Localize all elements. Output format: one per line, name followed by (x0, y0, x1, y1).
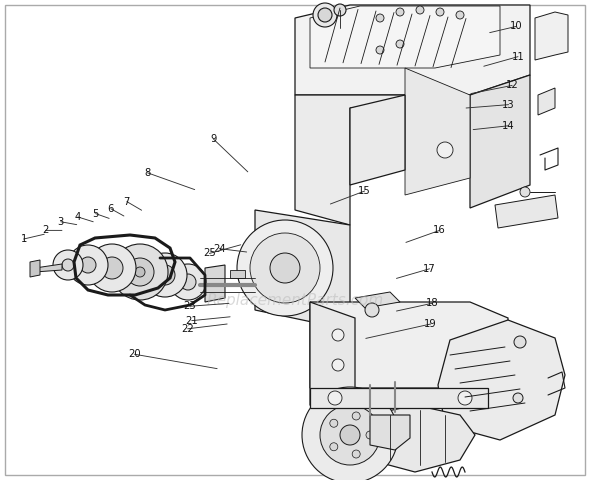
Polygon shape (30, 260, 40, 277)
Circle shape (376, 46, 384, 54)
Circle shape (330, 419, 338, 427)
Polygon shape (438, 320, 565, 440)
Circle shape (332, 329, 344, 341)
Polygon shape (35, 264, 62, 272)
Text: 12: 12 (506, 81, 519, 90)
Circle shape (365, 415, 375, 425)
Text: 9: 9 (211, 134, 217, 144)
Polygon shape (538, 88, 555, 115)
Text: 14: 14 (502, 121, 515, 131)
Polygon shape (355, 292, 400, 308)
Polygon shape (495, 195, 558, 228)
Circle shape (170, 264, 206, 300)
Polygon shape (205, 265, 225, 302)
Polygon shape (255, 210, 350, 330)
Text: 19: 19 (424, 319, 437, 329)
Circle shape (396, 8, 404, 16)
Polygon shape (535, 12, 568, 60)
Text: 3: 3 (58, 217, 64, 227)
Text: 21: 21 (185, 316, 198, 325)
Circle shape (320, 405, 380, 465)
Circle shape (53, 250, 83, 280)
Circle shape (340, 425, 360, 445)
Circle shape (520, 187, 530, 197)
Circle shape (436, 8, 444, 16)
Text: 8: 8 (145, 168, 150, 178)
Circle shape (416, 6, 424, 14)
Circle shape (302, 387, 398, 480)
Circle shape (126, 258, 154, 286)
Text: 2: 2 (42, 226, 48, 235)
Text: 10: 10 (510, 22, 523, 31)
Circle shape (135, 267, 145, 277)
Circle shape (328, 391, 342, 405)
Circle shape (101, 257, 123, 279)
Circle shape (437, 142, 453, 158)
Text: 18: 18 (425, 299, 438, 308)
Circle shape (390, 412, 400, 422)
Polygon shape (295, 5, 530, 95)
Circle shape (514, 336, 526, 348)
Circle shape (88, 244, 136, 292)
Polygon shape (230, 270, 245, 278)
Text: 7: 7 (124, 197, 130, 206)
Text: 23: 23 (183, 301, 196, 311)
Text: 20: 20 (128, 349, 141, 359)
Text: 15: 15 (358, 186, 371, 196)
Polygon shape (470, 75, 530, 208)
Polygon shape (310, 6, 500, 68)
Circle shape (62, 259, 74, 271)
Circle shape (250, 233, 320, 303)
Circle shape (143, 253, 187, 297)
Circle shape (80, 257, 96, 273)
Polygon shape (350, 95, 405, 185)
Circle shape (365, 303, 379, 317)
Circle shape (458, 391, 472, 405)
Text: ReplacementParts.com: ReplacementParts.com (206, 292, 384, 308)
Polygon shape (310, 302, 508, 388)
Circle shape (318, 8, 332, 22)
Circle shape (332, 389, 344, 401)
Polygon shape (295, 95, 470, 225)
Circle shape (313, 3, 337, 27)
Circle shape (376, 14, 384, 22)
Polygon shape (370, 405, 475, 472)
Text: 5: 5 (93, 209, 99, 218)
Text: 25: 25 (203, 249, 216, 258)
Text: 1: 1 (21, 234, 27, 244)
Text: 11: 11 (512, 52, 525, 61)
Circle shape (270, 253, 300, 283)
Polygon shape (405, 68, 470, 195)
Circle shape (155, 265, 175, 285)
Polygon shape (370, 415, 410, 450)
Text: 24: 24 (213, 244, 226, 253)
Circle shape (352, 412, 360, 420)
Circle shape (68, 245, 108, 285)
Circle shape (332, 359, 344, 371)
Circle shape (330, 443, 338, 451)
Text: 17: 17 (423, 264, 436, 274)
Polygon shape (310, 302, 355, 420)
Text: 22: 22 (181, 324, 194, 334)
Circle shape (180, 274, 196, 290)
Text: 13: 13 (502, 100, 515, 109)
Circle shape (396, 40, 404, 48)
Polygon shape (310, 388, 488, 408)
Text: 16: 16 (433, 226, 446, 235)
Circle shape (513, 393, 523, 403)
Circle shape (352, 450, 360, 458)
Circle shape (237, 220, 333, 316)
Text: 4: 4 (75, 212, 81, 222)
Text: 6: 6 (108, 204, 114, 214)
Circle shape (456, 11, 464, 19)
Circle shape (112, 244, 168, 300)
Circle shape (366, 431, 374, 439)
Circle shape (334, 4, 346, 16)
